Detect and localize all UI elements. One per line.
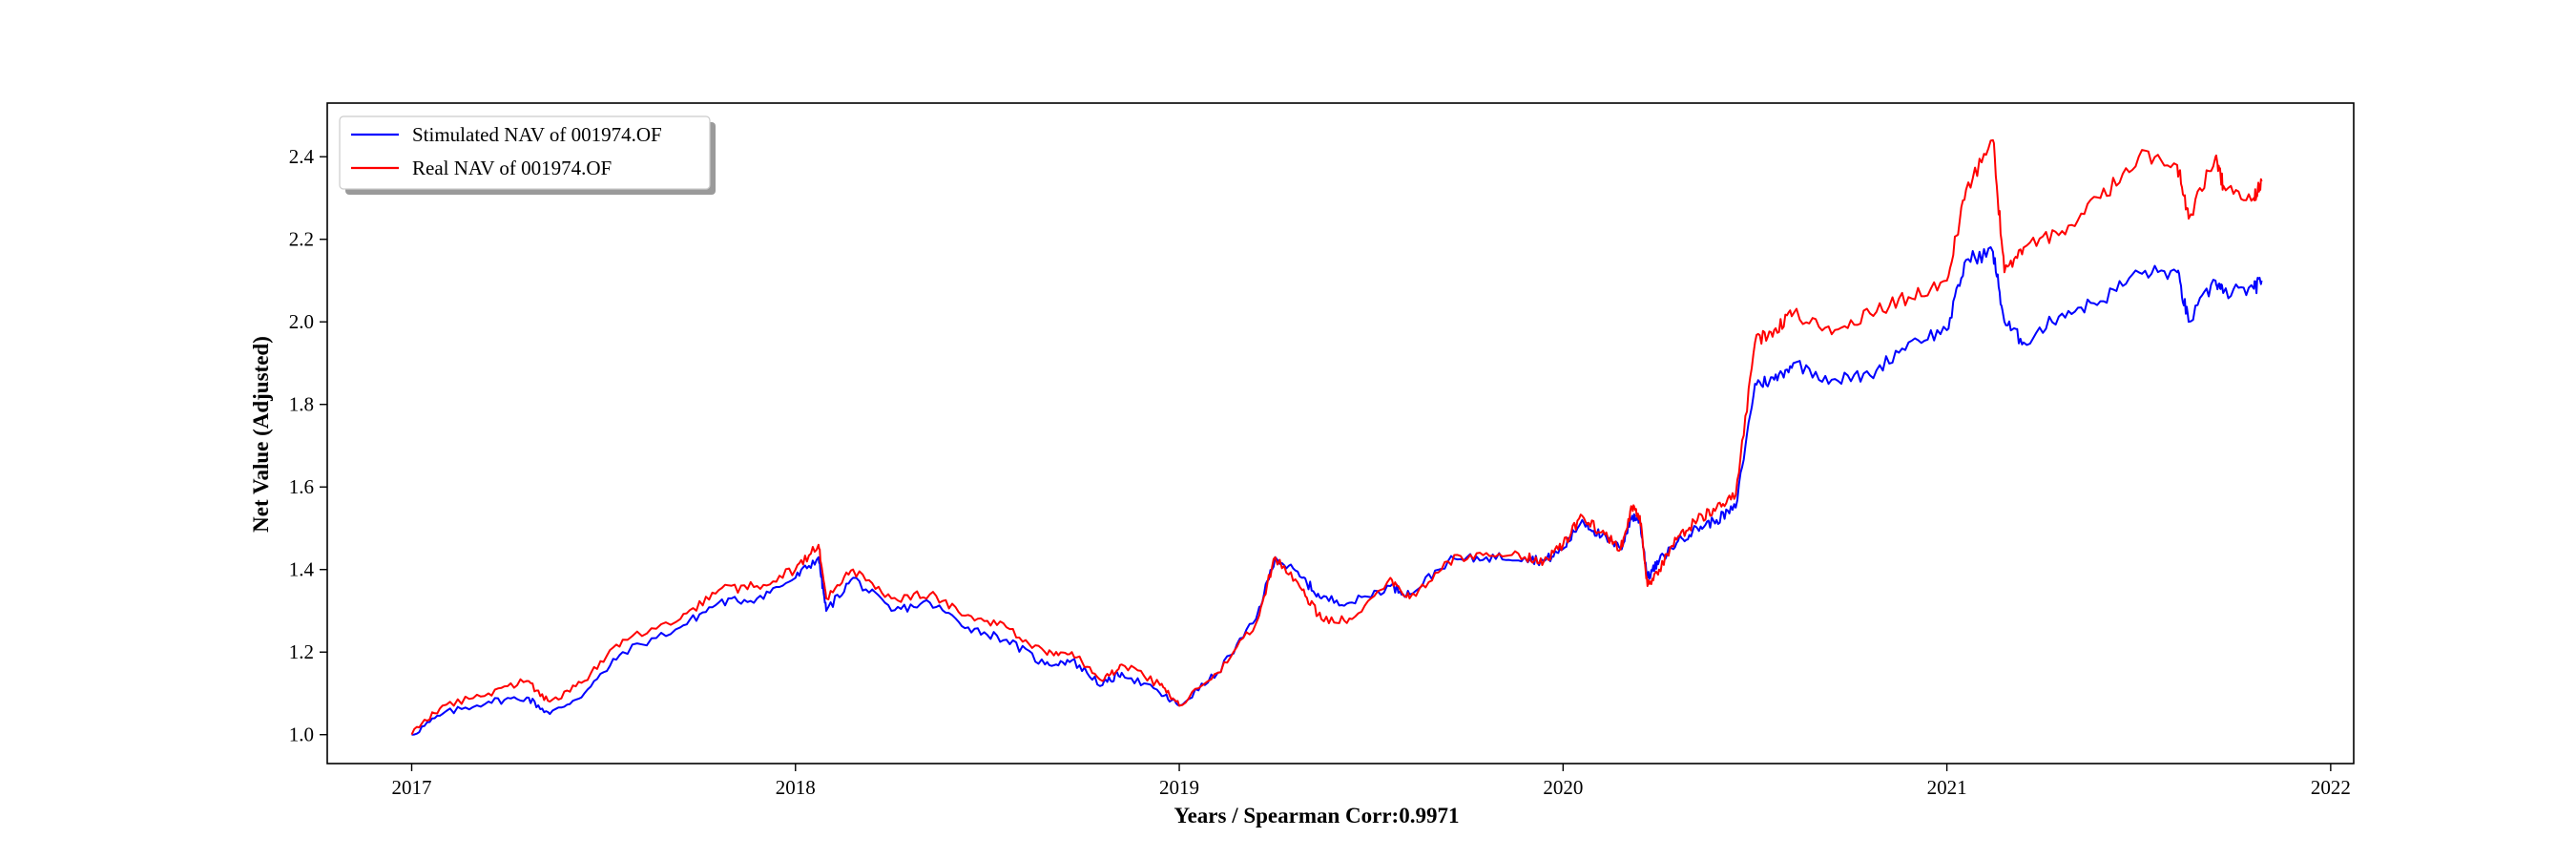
x-tick-label: 2021 [1927,776,1967,799]
y-tick-label: 2.4 [289,145,315,168]
x-tick-label: 2022 [2311,776,2351,799]
x-axis-title: Years / Spearman Corr:0.9971 [1174,804,1460,828]
series-line-stimulated [411,246,2263,736]
y-tick-label: 1.4 [289,558,315,581]
series-line-real [410,138,2263,736]
plot-lines [410,138,2263,736]
x-tick-label: 2019 [1159,776,1199,799]
x-tick-label: 2020 [1543,776,1583,799]
plot-frame [326,102,2355,765]
y-tick-label: 1.6 [289,475,314,498]
x-axis-ticks: 2017 2018 2019 2020 2021 2022 [392,764,2351,799]
y-tick-label: 1.0 [289,723,314,746]
y-tick-label: 1.2 [289,640,314,663]
legend-box [339,115,711,190]
y-tick-label: 2.0 [289,310,314,333]
legend-label-stimulated: Stimulated NAV of 001974.OF [412,123,662,146]
y-axis-title: Net Value (Adjusted) [249,336,273,533]
x-tick-label: 2017 [392,776,432,799]
y-tick-label: 2.2 [289,228,314,251]
y-tick-label: 1.8 [289,393,314,416]
legend-label-real: Real NAV of 001974.OF [412,157,612,179]
legend: Stimulated NAV of 001974.OF Real NAV of … [339,115,716,195]
y-axis-ticks: 1.0 1.2 1.4 1.6 1.8 2.0 2.2 2.4 [289,145,327,746]
x-tick-label: 2018 [776,776,816,799]
